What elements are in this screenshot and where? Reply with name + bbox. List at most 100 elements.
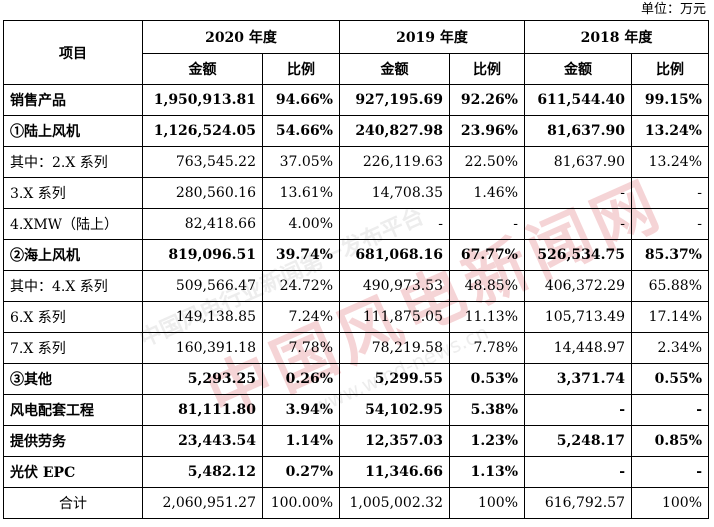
ratio-cell: 85.37% — [631, 239, 709, 271]
ratio-cell: 13.61% — [262, 177, 340, 209]
ratio-cell: 67.77% — [449, 239, 525, 271]
ratio-cell: 22.50% — [449, 146, 525, 178]
table-row: 3.X 系列 280,560.16 13.61% 14,708.35 1.46% - - — [3, 177, 709, 209]
table-row: 7.X 系列 160,391.18 7.78% 78,219.58 7.78% 14,44… — [3, 332, 709, 364]
amount-cell: 81,111.80 — [142, 394, 263, 426]
table-row: ①陆上风机 1,126,524.05 54.66% 240,827.98 23.96% 8… — [3, 115, 709, 147]
table-row: 4.XMW（陆上） 82,418.66 4.00% - - - - — [3, 208, 709, 240]
ratio-cell: 100% — [631, 487, 709, 519]
ratio-cell: 24.72% — [262, 270, 340, 302]
row-label: 4.XMW（陆上） — [3, 208, 143, 240]
ratio-cell: 23.96% — [449, 115, 525, 147]
amount-cell: 490,973.53 — [339, 270, 450, 302]
amount-cell: 1,126,524.05 — [142, 115, 263, 147]
ratio-cell: - — [631, 456, 709, 488]
table-row: 光伏 EPC 5,482.12 0.27% 11,346.66 1.13% - - — [3, 456, 709, 488]
ratio-cell: 39.74% — [262, 239, 340, 271]
amount-cell: 105,713.49 — [524, 301, 632, 333]
amount-cell: 681,068.16 — [339, 239, 450, 271]
table-row: 提供劳务 23,443.54 1.14% 12,357.03 1.23% 5,248.17… — [3, 425, 709, 457]
header-row-metrics: 金额 比例 金额 比例 金额 比例 — [4, 53, 709, 85]
amount-cell: 240,827.98 — [339, 115, 450, 147]
amount-cell: - — [524, 394, 632, 426]
amount-cell: 526,534.75 — [524, 239, 632, 271]
ratio-cell: 100.00% — [262, 487, 340, 519]
amount-cell: 406,372.29 — [524, 270, 632, 302]
ratio-cell: 1.23% — [449, 425, 525, 457]
amount-cell: 1,005,002.32 — [339, 487, 450, 519]
header-item: 项目 — [3, 20, 143, 85]
amount-cell: 5,293.25 — [142, 363, 263, 395]
table-row: 风电配套工程 81,111.80 3.94% 54,102.95 5.38% - - — [3, 394, 709, 426]
header-amount: 金额 — [339, 53, 450, 85]
amount-cell: 23,443.54 — [142, 425, 263, 457]
row-label: ③其他 — [3, 363, 143, 395]
header-amount: 金额 — [524, 53, 632, 85]
amount-cell: 14,448.97 — [524, 332, 632, 364]
row-label: ②海上风机 — [3, 239, 143, 271]
ratio-cell: 0.53% — [449, 363, 525, 395]
row-label: 其中：4.X 系列 — [3, 270, 143, 302]
ratio-cell: 48.85% — [449, 270, 525, 302]
table-row: 其中：2.X 系列 763,545.22 37.05% 226,119.63 22.50… — [3, 146, 709, 178]
ratio-cell: 99.15% — [631, 84, 709, 116]
row-label: 销售产品 — [3, 84, 143, 116]
ratio-cell: 100% — [449, 487, 525, 519]
header-amount: 金额 — [142, 53, 263, 85]
amount-cell: - — [524, 208, 632, 240]
revenue-table: 项目 2020 年度 2019 年度 2018 年度 金额 比例 金额 比例 金… — [3, 20, 709, 519]
ratio-cell: 2.34% — [631, 332, 709, 364]
header-ratio: 比例 — [262, 53, 340, 85]
ratio-cell: 0.26% — [262, 363, 340, 395]
ratio-cell: 0.85% — [631, 425, 709, 457]
ratio-cell: 0.55% — [631, 363, 709, 395]
row-label: 7.X 系列 — [3, 332, 143, 364]
ratio-cell: 1.14% — [262, 425, 340, 457]
amount-cell: 81,637.90 — [524, 115, 632, 147]
ratio-cell: 1.46% — [449, 177, 525, 209]
row-label: 其中：2.X 系列 — [3, 146, 143, 178]
row-label: 6.X 系列 — [3, 301, 143, 333]
table-row: 其中：4.X 系列 509,566.47 24.72% 490,973.53 48.85… — [3, 270, 709, 302]
ratio-cell: 13.24% — [631, 146, 709, 178]
amount-cell: 509,566.47 — [142, 270, 263, 302]
header-row-years: 项目 2020 年度 2019 年度 2018 年度 — [3, 20, 709, 85]
amount-cell: 78,219.58 — [339, 332, 450, 364]
amount-cell: - — [524, 456, 632, 488]
row-label: 合计 — [3, 487, 143, 519]
amount-cell: 5,299.55 — [339, 363, 450, 395]
header-year-2019: 2019 年度 — [339, 20, 525, 54]
amount-cell: 11,346.66 — [339, 456, 450, 488]
amount-cell: - — [339, 208, 450, 240]
amount-cell: 14,708.35 — [339, 177, 450, 209]
unit-label: 单位：万元 — [640, 2, 706, 17]
ratio-cell: - — [631, 177, 709, 209]
ratio-cell: 3.94% — [262, 394, 340, 426]
amount-cell: 12,357.03 — [339, 425, 450, 457]
amount-cell: 82,418.66 — [142, 208, 263, 240]
amount-cell: 819,096.51 — [142, 239, 263, 271]
ratio-cell: 92.26% — [449, 84, 525, 116]
amount-cell: 160,391.18 — [142, 332, 263, 364]
amount-cell: - — [524, 177, 632, 209]
amount-cell: 54,102.95 — [339, 394, 450, 426]
header-ratio: 比例 — [631, 53, 709, 85]
amount-cell: 2,060,951.27 — [142, 487, 263, 519]
amount-cell: 111,875.05 — [339, 301, 450, 333]
ratio-cell: 54.66% — [262, 115, 340, 147]
ratio-cell: - — [449, 208, 525, 240]
amount-cell: 927,195.69 — [339, 84, 450, 116]
ratio-cell: 7.78% — [449, 332, 525, 364]
row-label: 提供劳务 — [3, 425, 143, 457]
ratio-cell: 7.24% — [262, 301, 340, 333]
amount-cell: 5,248.17 — [524, 425, 632, 457]
amount-cell: 149,138.85 — [142, 301, 263, 333]
ratio-cell: 11.13% — [449, 301, 525, 333]
row-label: ①陆上风机 — [3, 115, 143, 147]
ratio-cell: 17.14% — [631, 301, 709, 333]
ratio-cell: 0.27% — [262, 456, 340, 488]
amount-cell: 81,637.90 — [524, 146, 632, 178]
amount-cell: 611,544.40 — [524, 84, 632, 116]
ratio-cell: 1.13% — [449, 456, 525, 488]
amount-cell: 5,482.12 — [142, 456, 263, 488]
